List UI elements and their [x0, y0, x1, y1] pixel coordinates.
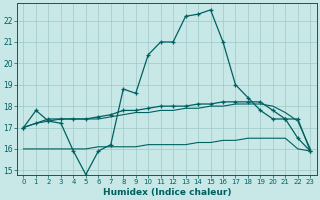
X-axis label: Humidex (Indice chaleur): Humidex (Indice chaleur) [103, 188, 231, 197]
